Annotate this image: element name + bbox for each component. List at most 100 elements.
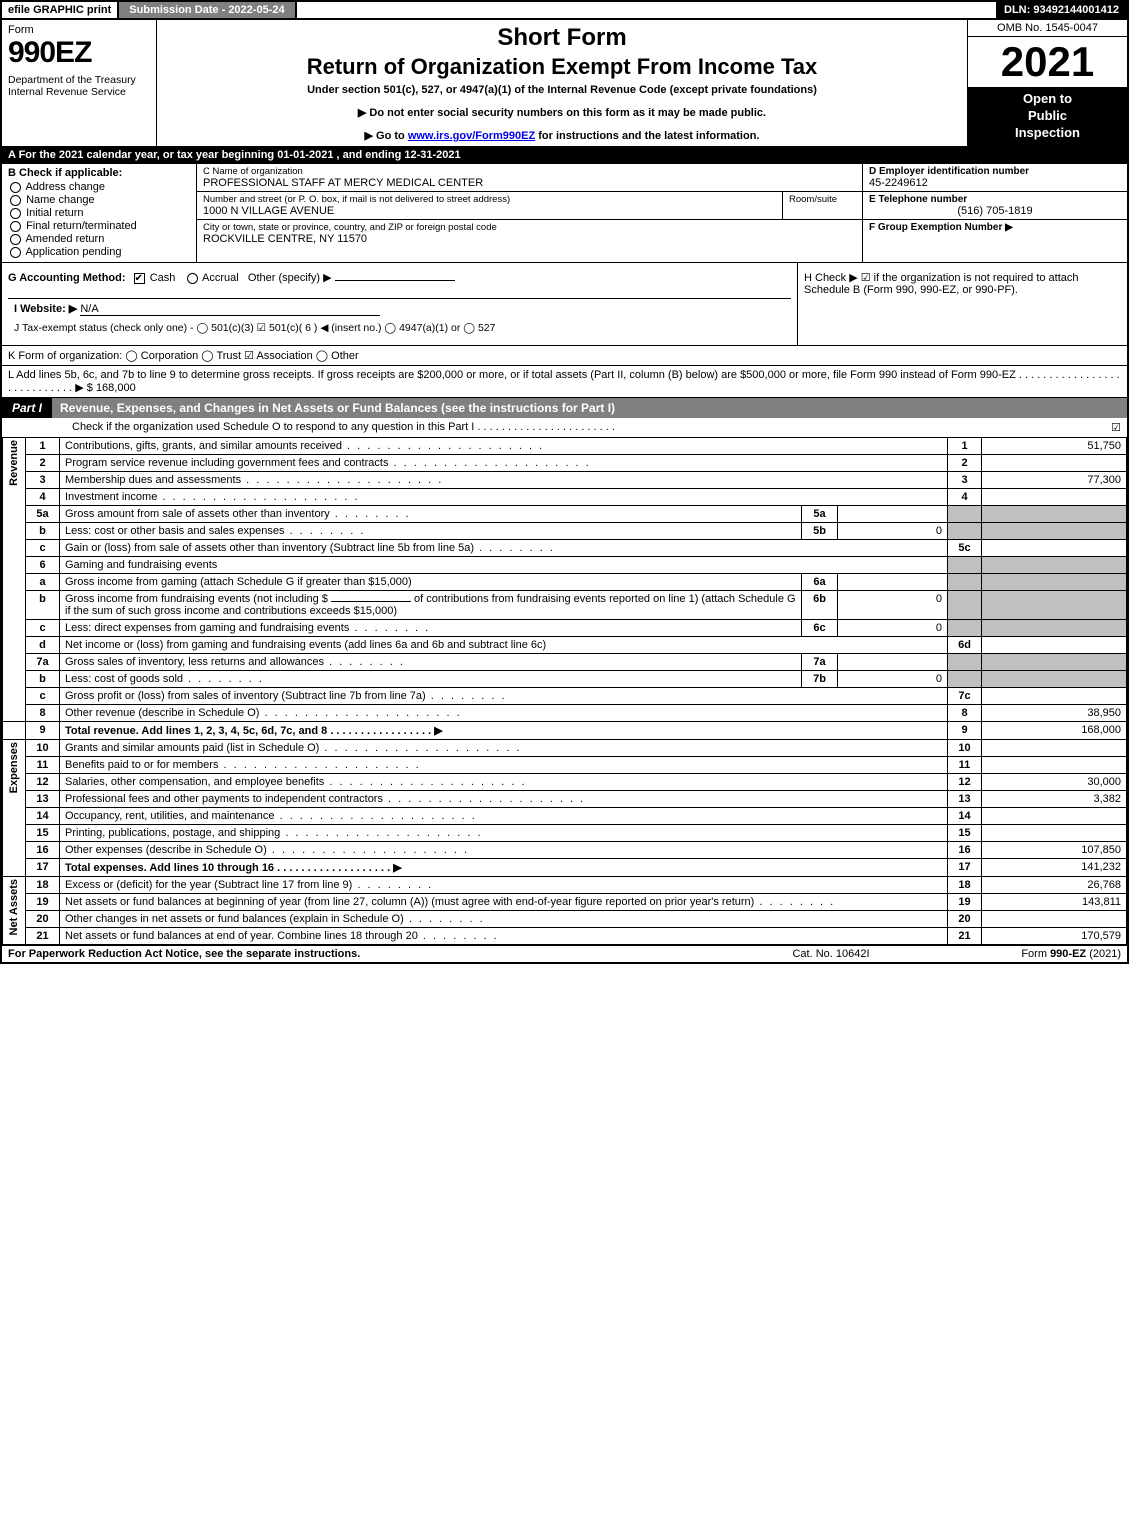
- chk-application-pending[interactable]: Application pending: [8, 246, 190, 258]
- efile-print[interactable]: efile GRAPHIC print: [2, 2, 119, 18]
- line-6a: a Gross income from gaming (attach Sched…: [3, 574, 1127, 591]
- l8-amt: 38,950: [982, 705, 1127, 722]
- l3-amt: 77,300: [982, 472, 1127, 489]
- l7a-amtshade: [982, 654, 1127, 671]
- l6b-colshade: [948, 591, 982, 620]
- header-right: OMB No. 1545-0047 2021 Open to Public In…: [967, 20, 1127, 146]
- l4-num: 4: [26, 489, 60, 506]
- c-label: C Name of organization: [203, 166, 856, 177]
- identity-right: D Employer identification number 45-2249…: [862, 164, 1127, 262]
- l8-desc: Other revenue (describe in Schedule O): [60, 705, 948, 722]
- line-5a: 5a Gross amount from sale of assets othe…: [3, 506, 1127, 523]
- l-value: 168,000: [96, 382, 136, 394]
- l6c-colshade: [948, 620, 982, 637]
- identity-mid: C Name of organization PROFESSIONAL STAF…: [197, 164, 862, 262]
- l15-amt: [982, 825, 1127, 842]
- l6b-iv: 0: [838, 591, 948, 620]
- l14-desc: Occupancy, rent, utilities, and maintena…: [60, 808, 948, 825]
- l9-desc: Total revenue. Add lines 1, 2, 3, 4, 5c,…: [60, 722, 948, 740]
- l5a-iv: [838, 506, 948, 523]
- l13-amt: 3,382: [982, 791, 1127, 808]
- side-expenses: Expenses: [3, 740, 26, 877]
- l7c-col: 7c: [948, 688, 982, 705]
- footer-right: Form 990-EZ (2021): [941, 948, 1121, 960]
- line-15: 15 Printing, publications, postage, and …: [3, 825, 1127, 842]
- l6-num: 6: [26, 557, 60, 574]
- footer-left: For Paperwork Reduction Act Notice, see …: [8, 948, 721, 960]
- note-goto: ▶ Go to www.irs.gov/Form990EZ for instru…: [163, 129, 961, 142]
- l6b-blank[interactable]: [331, 601, 411, 602]
- section-h: H Check ▶ ☑ if the organization is not r…: [797, 263, 1127, 345]
- side-netassets: Net Assets: [3, 877, 26, 945]
- group-exemption-cell: F Group Exemption Number ▶: [863, 220, 1127, 235]
- org-name-cell: C Name of organization PROFESSIONAL STAF…: [197, 164, 862, 192]
- part1-header: Part I Revenue, Expenses, and Changes in…: [2, 397, 1127, 418]
- title-return: Return of Organization Exempt From Incom…: [163, 54, 961, 80]
- section-k: K Form of organization: ◯ Corporation ◯ …: [2, 345, 1127, 365]
- l9-num: 9: [26, 722, 60, 740]
- l4-desc: Investment income: [60, 489, 948, 506]
- website-value: N/A: [80, 303, 380, 316]
- line-12: 12 Salaries, other compensation, and emp…: [3, 774, 1127, 791]
- topbar-spacer: [297, 2, 996, 18]
- l8-num: 8: [26, 705, 60, 722]
- l6a-colshade: [948, 574, 982, 591]
- line-14: 14 Occupancy, rent, utilities, and maint…: [3, 808, 1127, 825]
- part1-tag: Part I: [2, 398, 52, 418]
- l7b-colshade: [948, 671, 982, 688]
- ein-cell: D Employer identification number 45-2249…: [863, 164, 1127, 192]
- line-9: 9 Total revenue. Add lines 1, 2, 3, 4, 5…: [3, 722, 1127, 740]
- l14-amt: [982, 808, 1127, 825]
- form-number: 990EZ: [8, 36, 150, 70]
- l5a-colshade: [948, 506, 982, 523]
- l13-desc: Professional fees and other payments to …: [60, 791, 948, 808]
- l6b-ib: 6b: [802, 591, 838, 620]
- footer: For Paperwork Reduction Act Notice, see …: [2, 945, 1127, 962]
- l16-desc: Other expenses (describe in Schedule O): [60, 842, 948, 859]
- city-label: City or town, state or province, country…: [203, 222, 856, 233]
- chk-amended-return[interactable]: Amended return: [8, 233, 190, 245]
- l5b-ib: 5b: [802, 523, 838, 540]
- l7a-colshade: [948, 654, 982, 671]
- line-6c: c Less: direct expenses from gaming and …: [3, 620, 1127, 637]
- chk-initial-return[interactable]: Initial return: [8, 207, 190, 219]
- l6d-desc: Net income or (loss) from gaming and fun…: [60, 637, 948, 654]
- chk-address-change[interactable]: Address change: [8, 181, 190, 193]
- note-goto-suffix: for instructions and the latest informat…: [535, 130, 759, 142]
- l1-desc: Contributions, gifts, grants, and simila…: [60, 438, 948, 455]
- lines-table: Revenue 1 Contributions, gifts, grants, …: [2, 437, 1127, 945]
- footer-center: Cat. No. 10642I: [721, 948, 941, 960]
- row-gh: G Accounting Method: Cash Accrual Other …: [2, 262, 1127, 345]
- line-6: 6 Gaming and fundraising events: [3, 557, 1127, 574]
- title-short-form: Short Form: [163, 24, 961, 52]
- note-ssn: ▶ Do not enter social security numbers o…: [163, 106, 961, 119]
- l5c-amt: [982, 540, 1127, 557]
- g-other-input[interactable]: [335, 280, 455, 281]
- l20-col: 20: [948, 911, 982, 928]
- chk-cash[interactable]: [134, 273, 145, 284]
- l5a-desc: Gross amount from sale of assets other t…: [60, 506, 802, 523]
- line-7c: c Gross profit or (loss) from sales of i…: [3, 688, 1127, 705]
- l17-amt: 141,232: [982, 859, 1127, 877]
- l7b-amtshade: [982, 671, 1127, 688]
- l6c-iv: 0: [838, 620, 948, 637]
- l10-col: 10: [948, 740, 982, 757]
- l21-num: 21: [26, 928, 60, 945]
- irs-link[interactable]: www.irs.gov/Form990EZ: [408, 130, 535, 142]
- form-container: efile GRAPHIC print Submission Date - 20…: [0, 0, 1129, 964]
- part1-sub: Check if the organization used Schedule …: [2, 418, 1127, 437]
- l10-amt: [982, 740, 1127, 757]
- l11-desc: Benefits paid to or for members: [60, 757, 948, 774]
- line-8: 8 Other revenue (describe in Schedule O)…: [3, 705, 1127, 722]
- chk-accrual[interactable]: [187, 273, 198, 284]
- header-center: Short Form Return of Organization Exempt…: [157, 20, 967, 146]
- l15-col: 15: [948, 825, 982, 842]
- chk-name-change[interactable]: Name change: [8, 194, 190, 206]
- part1-sub-check[interactable]: ☑: [1105, 421, 1121, 434]
- l5b-colshade: [948, 523, 982, 540]
- chk-final-return[interactable]: Final return/terminated: [8, 220, 190, 232]
- l19-col: 19: [948, 894, 982, 911]
- l7a-num: 7a: [26, 654, 60, 671]
- part1-sub-text: Check if the organization used Schedule …: [72, 421, 1105, 434]
- line-20: 20 Other changes in net assets or fund b…: [3, 911, 1127, 928]
